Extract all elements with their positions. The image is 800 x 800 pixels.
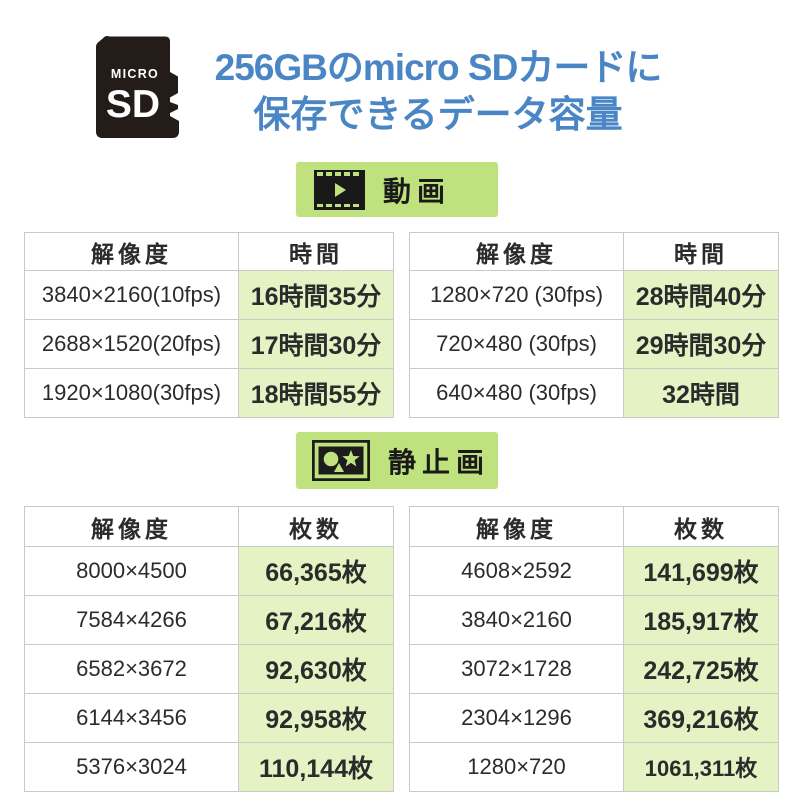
svg-text:SD: SD	[106, 83, 160, 126]
svg-text:MICRO: MICRO	[111, 67, 159, 81]
